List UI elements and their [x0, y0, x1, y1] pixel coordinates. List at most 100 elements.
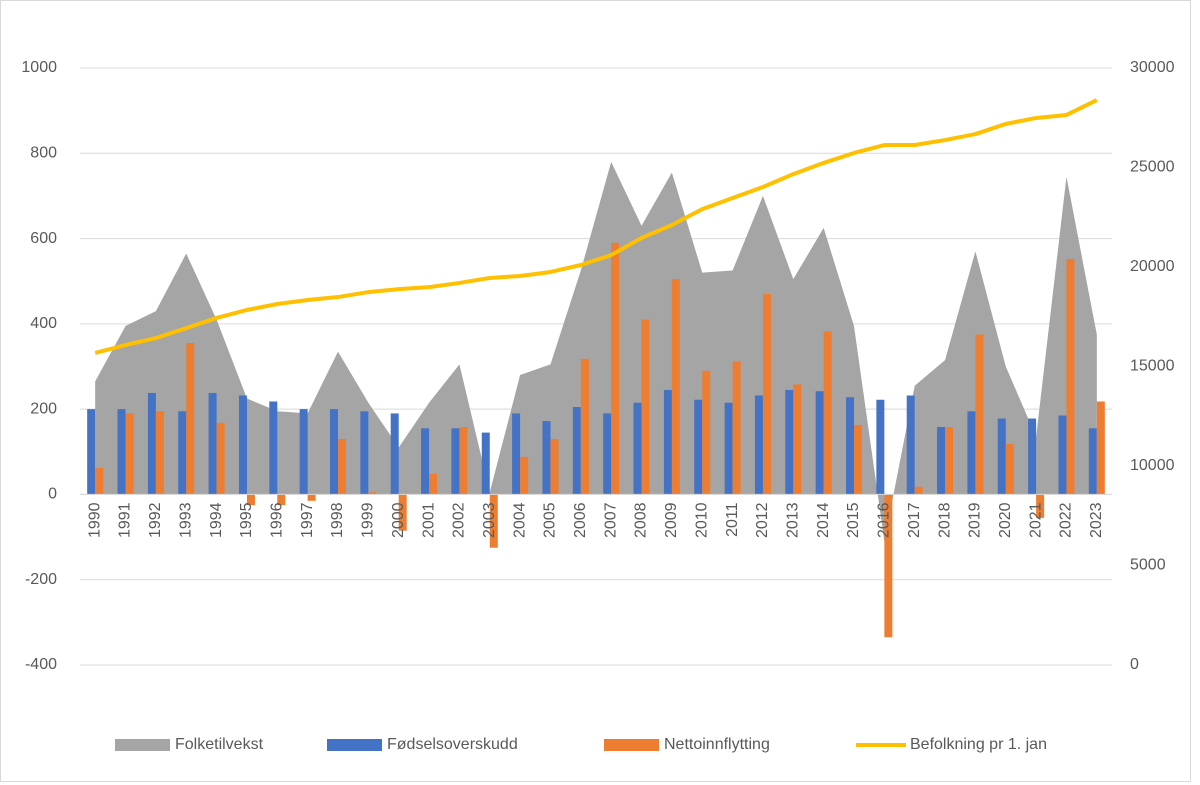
bar [246, 494, 255, 506]
x-tick-label: 2017 [906, 502, 923, 538]
bar [1036, 494, 1045, 518]
legend-swatch [604, 739, 659, 751]
y-tick-label: 0 [48, 486, 57, 503]
bar [421, 428, 430, 495]
x-tick-label: 2020 [997, 502, 1014, 538]
x-tick-label: 1991 [117, 502, 134, 538]
x-tick-label: 2016 [876, 502, 893, 538]
x-tick-label: 2021 [1027, 502, 1044, 538]
bar [277, 494, 286, 506]
y-tick-label: 1000 [21, 59, 57, 76]
bar [967, 411, 976, 495]
bar [975, 334, 984, 495]
y-tick-label: 400 [30, 315, 57, 332]
bar [368, 492, 377, 495]
x-tick-label: 1998 [329, 502, 346, 538]
bar [117, 409, 126, 495]
legend-swatch [327, 739, 382, 751]
x-tick-label: 2013 [785, 502, 802, 538]
bar [186, 343, 195, 495]
bar [550, 438, 559, 495]
bar [937, 427, 946, 495]
bar [641, 319, 650, 495]
x-tick-label: 2010 [693, 502, 710, 538]
x-tick-label: 2006 [572, 502, 589, 538]
bar [884, 494, 893, 638]
bar [216, 422, 225, 495]
y-tick-label: 200 [30, 400, 57, 417]
x-tick-label: 2004 [511, 502, 528, 538]
bar [489, 494, 498, 548]
x-tick-label: 1992 [147, 502, 164, 538]
bar [906, 395, 915, 495]
x-tick-label: 1990 [86, 502, 103, 538]
bar [390, 413, 399, 495]
bar [785, 389, 794, 495]
bar [459, 427, 468, 495]
bar [846, 397, 854, 495]
bar [360, 411, 369, 495]
bar [155, 411, 164, 495]
bar [694, 399, 703, 495]
x-tick-label: 2002 [451, 502, 468, 538]
y2-tick-label: 5000 [1130, 557, 1166, 574]
x-tick-label: 2019 [967, 502, 984, 538]
bar [87, 409, 96, 495]
bar [429, 473, 438, 495]
bar [147, 392, 156, 495]
x-tick-label: 2018 [936, 502, 953, 538]
bar [633, 402, 642, 495]
legend-label: Nettoinnflytting [664, 736, 770, 753]
x-tick-label: 1997 [299, 502, 316, 538]
x-tick-label: 2012 [754, 502, 771, 538]
bar [603, 413, 612, 495]
bar [481, 432, 490, 495]
y2-tick-label: 15000 [1130, 358, 1175, 375]
y-tick-label: -400 [25, 656, 57, 673]
y-tick-label: 800 [30, 145, 57, 162]
y-tick-label: 600 [30, 230, 57, 247]
x-tick-label: 1994 [208, 502, 225, 538]
bar [914, 486, 923, 495]
x-tick-label: 2001 [420, 502, 437, 538]
x-tick-label: 2022 [1058, 502, 1075, 538]
bar [815, 391, 824, 495]
bar [754, 395, 763, 495]
bar [854, 424, 862, 495]
bar [307, 494, 316, 501]
legend-label: Befolkning pr 1. jan [910, 736, 1047, 753]
bar [1005, 444, 1014, 495]
y2-tick-label: 0 [1130, 656, 1139, 673]
bar [823, 331, 832, 495]
bar [1066, 259, 1075, 495]
bar [997, 418, 1006, 495]
bar [178, 411, 187, 495]
x-tick-label: 1993 [177, 502, 194, 538]
x-tick-label: 2015 [845, 502, 862, 538]
bar [663, 389, 672, 495]
bar [732, 361, 741, 495]
bar [330, 409, 338, 495]
bar [1028, 418, 1037, 495]
bar [451, 428, 460, 495]
x-tick-label: 2008 [633, 502, 650, 538]
bar [520, 456, 529, 495]
bar [1058, 415, 1067, 495]
bar [338, 438, 346, 495]
bar [671, 279, 680, 495]
x-tick-label: 2007 [602, 502, 619, 538]
bar [724, 402, 733, 495]
bar [876, 399, 885, 495]
x-tick-label: 2005 [542, 502, 559, 538]
y2-tick-label: 25000 [1130, 159, 1175, 176]
y2-tick-label: 30000 [1130, 59, 1175, 76]
bar [208, 392, 217, 495]
bar [95, 467, 104, 495]
bar [1096, 401, 1105, 495]
bar [580, 358, 589, 495]
y2-tick-label: 20000 [1130, 258, 1175, 275]
bar [793, 384, 802, 495]
bar [945, 427, 954, 495]
